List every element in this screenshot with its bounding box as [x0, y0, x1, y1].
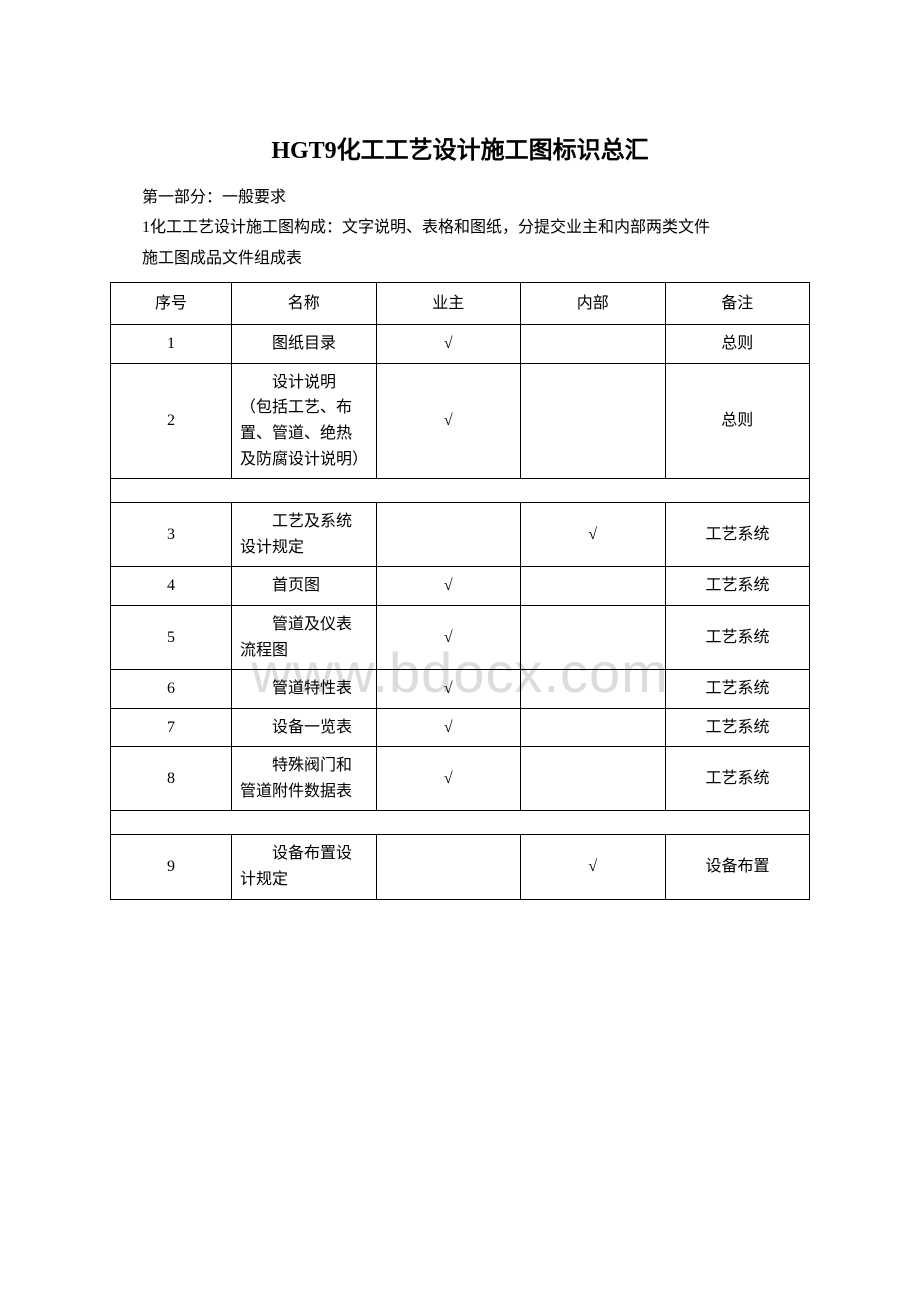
cell-remark: 工艺系统	[665, 503, 810, 567]
cell-name: 设计说明（包括工艺、布置、管道、绝热及防腐设计说明）	[232, 363, 376, 478]
cell-name: 设备一览表	[232, 708, 376, 747]
cell-owner: √	[376, 325, 520, 364]
page-title: HGT9化工工艺设计施工图标识总汇	[110, 130, 810, 165]
header-internal: 内部	[521, 283, 665, 325]
cell-seq: 4	[111, 567, 232, 606]
cell-name: 工艺及系统设计规定	[232, 503, 376, 567]
cell-seq: 1	[111, 325, 232, 364]
cell-name: 首页图	[232, 567, 376, 606]
cell-owner: √	[376, 670, 520, 709]
cell-remark: 工艺系统	[665, 747, 810, 811]
spacer-cell	[111, 811, 810, 835]
cell-owner: √	[376, 708, 520, 747]
page-content: HGT9化工工艺设计施工图标识总汇 第一部分：一般要求 1化工工艺设计施工图构成…	[110, 130, 810, 900]
cell-name: 图纸目录	[232, 325, 376, 364]
table-row: 2设计说明（包括工艺、布置、管道、绝热及防腐设计说明）√ 总则	[111, 363, 810, 478]
table-row: 4首页图√ 工艺系统	[111, 567, 810, 606]
cell-seq: 7	[111, 708, 232, 747]
table-caption: 施工图成品文件组成表	[110, 244, 810, 274]
header-seq: 序号	[111, 283, 232, 325]
spacer-cell	[111, 479, 810, 503]
cell-name: 特殊阀门和管道附件数据表	[232, 747, 376, 811]
title-main: 化工工艺设计施工图标识总汇	[337, 138, 649, 164]
header-owner: 业主	[376, 283, 520, 325]
cell-remark: 工艺系统	[665, 567, 810, 606]
cell-internal	[521, 747, 665, 811]
intro-line: 1化工工艺设计施工图构成：文字说明、表格和图纸，分提交业主和内部两类文件	[110, 213, 810, 243]
cell-remark: 工艺系统	[665, 708, 810, 747]
cell-internal: √	[521, 835, 665, 899]
cell-internal	[521, 605, 665, 669]
cell-seq: 2	[111, 363, 232, 478]
section-heading: 第一部分：一般要求	[110, 183, 810, 213]
cell-remark: 总则	[665, 325, 810, 364]
cell-seq: 8	[111, 747, 232, 811]
table-row: 9设备布置设计规定 √设备布置	[111, 835, 810, 899]
cell-owner: √	[376, 363, 520, 478]
table-row: 8特殊阀门和管道附件数据表√ 工艺系统	[111, 747, 810, 811]
table-row: 1图纸目录√ 总则	[111, 325, 810, 364]
table-body: 1图纸目录√总则2设计说明（包括工艺、布置、管道、绝热及防腐设计说明）√总则3工…	[111, 325, 810, 900]
table-row: 5管道及仪表流程图√ 工艺系统	[111, 605, 810, 669]
header-name: 名称	[232, 283, 376, 325]
title-prefix: HGT9	[271, 138, 336, 164]
cell-name: 管道及仪表流程图	[232, 605, 376, 669]
table-row	[111, 811, 810, 835]
composition-table: 序号 名称 业主 内部 备注 1图纸目录√总则2设计说明（包括工艺、布置、管道、…	[110, 282, 810, 900]
cell-internal	[521, 670, 665, 709]
cell-owner: √	[376, 567, 520, 606]
cell-owner	[376, 503, 520, 567]
cell-remark: 工艺系统	[665, 670, 810, 709]
table-row: 3工艺及系统设计规定 √工艺系统	[111, 503, 810, 567]
cell-internal	[521, 363, 665, 478]
table-header-row: 序号 名称 业主 内部 备注	[111, 283, 810, 325]
cell-seq: 5	[111, 605, 232, 669]
cell-remark: 总则	[665, 363, 810, 478]
table-row: 7设备一览表√ 工艺系统	[111, 708, 810, 747]
cell-internal	[521, 325, 665, 364]
cell-seq: 6	[111, 670, 232, 709]
table-row	[111, 479, 810, 503]
header-remark: 备注	[665, 283, 810, 325]
cell-owner: √	[376, 747, 520, 811]
cell-name: 设备布置设计规定	[232, 835, 376, 899]
cell-internal: √	[521, 503, 665, 567]
cell-internal	[521, 567, 665, 606]
cell-owner	[376, 835, 520, 899]
cell-seq: 3	[111, 503, 232, 567]
cell-remark: 工艺系统	[665, 605, 810, 669]
cell-internal	[521, 708, 665, 747]
cell-name: 管道特性表	[232, 670, 376, 709]
cell-remark: 设备布置	[665, 835, 810, 899]
cell-owner: √	[376, 605, 520, 669]
table-row: 6管道特性表√ 工艺系统	[111, 670, 810, 709]
cell-seq: 9	[111, 835, 232, 899]
